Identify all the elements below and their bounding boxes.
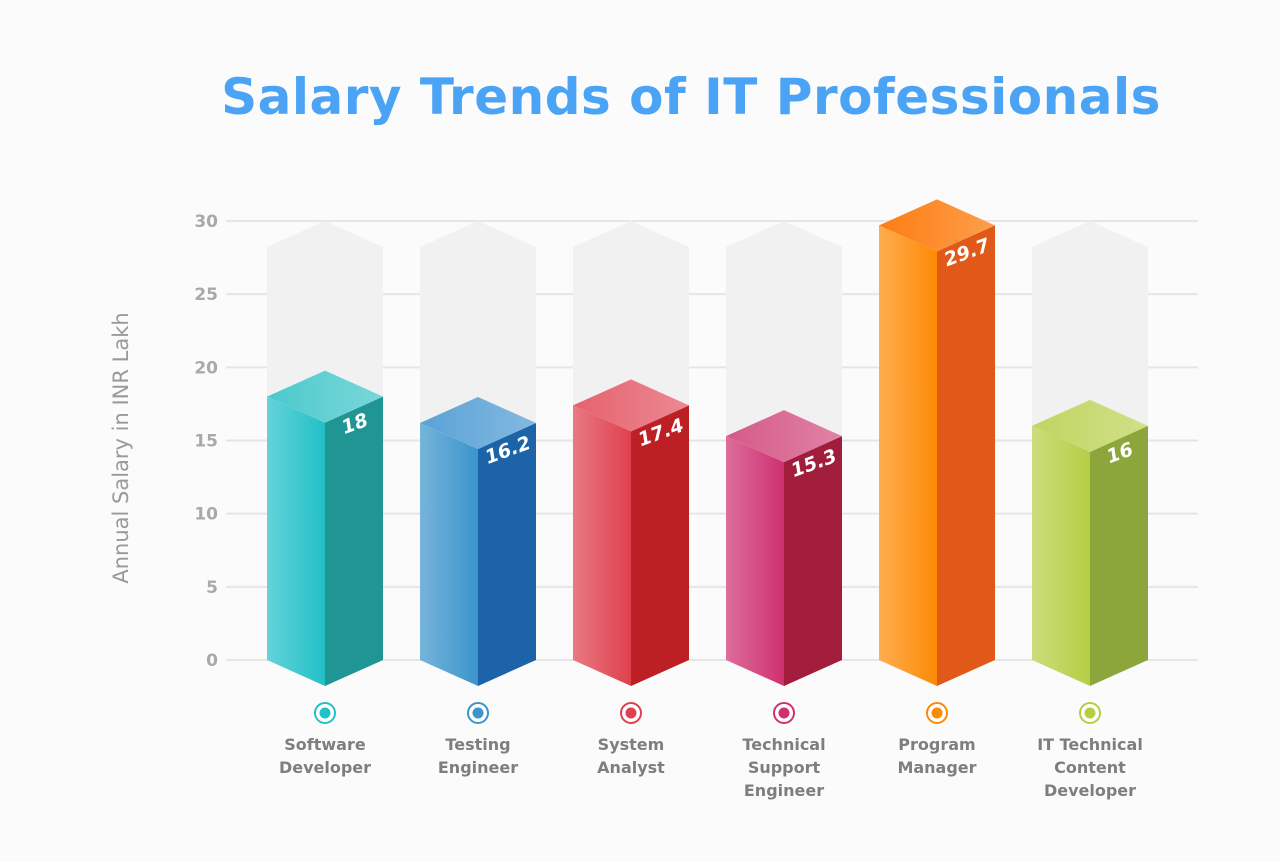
category-label: IT Technical [1037, 735, 1143, 754]
category-label: Engineer [744, 781, 824, 800]
y-tick-label: 0 [206, 651, 218, 671]
legend-dot [625, 707, 637, 719]
category-label: Engineer [438, 758, 518, 777]
legend-dot [931, 707, 943, 719]
category-label: Software [284, 735, 366, 754]
y-tick-label: 20 [194, 358, 218, 378]
bar-right-face [325, 396, 383, 686]
bar-left-face [726, 436, 784, 686]
y-tick-label: 30 [194, 212, 218, 232]
category-label: Support [748, 758, 821, 777]
bar-right-face [937, 225, 995, 686]
y-tick-label: 25 [194, 285, 218, 305]
bar-left-face [573, 405, 631, 686]
legend-dot [1084, 707, 1096, 719]
y-tick-label: 15 [194, 432, 218, 452]
category-label: Manager [897, 758, 976, 777]
bar-right-face [1090, 425, 1148, 686]
category-label: Testing [445, 735, 510, 754]
category-label: System [598, 735, 665, 754]
category-label: Developer [279, 758, 371, 777]
y-tick-label: 10 [194, 505, 218, 525]
bar-top-face [573, 379, 689, 432]
bar-left-face [1032, 425, 1090, 686]
bar-left-face [267, 396, 325, 686]
bar-left-face [879, 225, 937, 686]
bar-right-face [631, 405, 689, 686]
bar-top-face [879, 199, 995, 252]
legend-dot [778, 707, 790, 719]
y-axis-ticks: 0 5 10 15 20 25 30 [194, 212, 218, 671]
bar-top-face [267, 370, 383, 423]
bar-left-face [420, 422, 478, 686]
bar-right-face [478, 422, 536, 686]
bar-top-face [726, 410, 842, 463]
legend-dot [319, 707, 331, 719]
category-label: Program [898, 735, 975, 754]
bar-top-face [420, 396, 536, 449]
category-label: Analyst [597, 758, 665, 777]
category-label: Developer [1044, 781, 1136, 800]
category-label: Technical [742, 735, 825, 754]
category-legend: Software Developer Testing Engineer System An… [279, 702, 1143, 800]
chart-title: Salary Trends of IT Professionals [221, 68, 1161, 126]
y-tick-label: 5 [206, 578, 218, 598]
y-axis-label: Annual Salary in INR Lakh [109, 312, 133, 583]
category-label: Content [1054, 758, 1126, 777]
bar-right-face [784, 436, 842, 686]
bar-top-face [1032, 399, 1148, 452]
legend-dot [472, 707, 484, 719]
